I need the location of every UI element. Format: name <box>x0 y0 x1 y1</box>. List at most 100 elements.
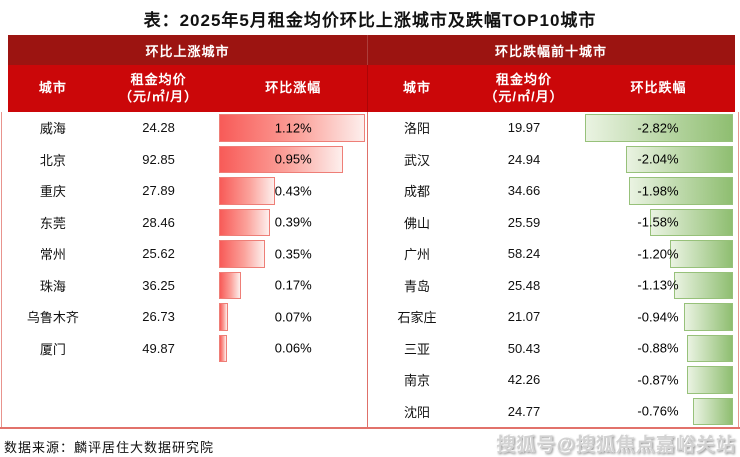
city-name: 青岛 <box>403 278 430 294</box>
table-row: 成都 34.66 -1.98% <box>368 175 734 207</box>
rent-price: 28.46 <box>142 214 175 230</box>
change-bar <box>687 334 733 362</box>
change-bar <box>693 397 733 425</box>
rent-price: 24.94 <box>507 151 541 167</box>
city-name: 石家庄 <box>397 310 437 326</box>
rise-table-rows: 威海 24.28 1.12% 北京 92.85 0.95% 重庆 27.89 0.43% 东莞 28… <box>8 112 368 427</box>
rise-column-headers: 城市 租金均价 （元/㎡/月） 环比涨幅 <box>8 65 368 112</box>
change-cell: 0.95% <box>219 144 367 176</box>
change-bar <box>219 334 228 362</box>
change-bar <box>219 145 344 173</box>
table-row: 洛阳 19.97 -2.82% <box>368 112 734 144</box>
change-cell: -0.94% <box>582 301 734 333</box>
change-cell: 0.39% <box>219 207 367 239</box>
change-cell: -1.13% <box>582 270 734 302</box>
col-header-fall-change: 环比跌幅 <box>630 80 687 96</box>
change-cell: 0.43% <box>219 175 367 207</box>
rent-price: 26.73 <box>142 309 175 325</box>
change-cell: 0.17% <box>219 270 367 302</box>
city-name: 武汉 <box>403 152 430 168</box>
rent-price: 27.89 <box>142 183 175 199</box>
table-row: 沈阳 24.77 -0.76% <box>368 396 734 428</box>
change-bar <box>674 271 733 299</box>
rent-price: 50.43 <box>507 340 541 356</box>
rent-price: 21.07 <box>507 309 541 325</box>
change-value: -2.04% <box>637 151 679 167</box>
change-value: -0.76% <box>637 403 679 419</box>
source-note: 数据来源：麟评居住大数据研究院 <box>4 440 215 455</box>
rent-price: 42.26 <box>507 372 541 388</box>
table-row: 乌鲁木齐 26.73 0.07% <box>8 301 367 333</box>
change-value: 0.35% <box>274 246 312 262</box>
table-row: 威海 24.28 1.12% <box>8 112 367 144</box>
table-row: 青岛 25.48 -1.13% <box>368 270 734 302</box>
rent-price: 25.59 <box>507 214 541 230</box>
change-value: 0.17% <box>274 277 312 293</box>
col-header-price: 租金均价 （元/㎡/月） <box>98 65 220 112</box>
city-name: 三亚 <box>403 341 430 357</box>
rent-price: 24.28 <box>142 120 175 136</box>
change-bar <box>650 208 733 236</box>
watermark: 搜狐号@搜狐焦点嘉峪关站 <box>496 435 736 456</box>
rent-price: 34.66 <box>507 183 541 199</box>
change-bar <box>219 208 271 236</box>
change-value: -0.88% <box>637 340 679 356</box>
table-row: 南京 42.26 -0.87% <box>368 364 734 396</box>
change-value: -1.98% <box>637 183 679 199</box>
change-value: 0.07% <box>274 309 312 325</box>
change-cell: -2.82% <box>582 112 734 144</box>
change-value: 1.12% <box>274 120 312 136</box>
city-name: 重庆 <box>39 184 66 200</box>
change-cell: -2.04% <box>582 144 734 176</box>
change-bar <box>219 240 266 268</box>
change-value: -1.20% <box>637 246 679 262</box>
change-bar <box>219 271 242 299</box>
change-cell: 0.35% <box>219 238 367 270</box>
col-header-city: 城市 <box>38 80 67 96</box>
rent-price: 24.77 <box>507 403 541 419</box>
rent-price: 25.62 <box>142 246 175 262</box>
col-header-price-line2: （元/㎡/月） <box>484 88 564 104</box>
change-cell: -0.88% <box>582 333 734 365</box>
change-cell: -1.20% <box>582 238 734 270</box>
change-bar <box>670 240 733 268</box>
table-row: 厦门 49.87 0.06% <box>8 333 367 365</box>
col-header-price: 租金均价 （元/㎡/月） <box>466 65 582 112</box>
city-name: 东莞 <box>39 215 66 231</box>
section-title-fall: 环比跌幅前十城市 <box>494 43 607 59</box>
change-value: -1.13% <box>637 277 679 293</box>
rent-price: 92.85 <box>142 151 175 167</box>
table-row: 北京 92.85 0.95% <box>8 144 367 176</box>
table-row: 东莞 28.46 0.39% <box>8 207 367 239</box>
change-cell: 0.06% <box>219 333 367 365</box>
table-row: 重庆 27.89 0.43% <box>8 175 367 207</box>
change-value: 0.06% <box>274 340 312 356</box>
change-bar <box>684 303 733 331</box>
rent-price: 36.25 <box>142 277 175 293</box>
table-row: 武汉 24.94 -2.04% <box>368 144 734 176</box>
table-body: 威海 24.28 1.12% 北京 92.85 0.95% 重庆 27.89 0.43% 东莞 28… <box>1 112 739 427</box>
change-value: 0.43% <box>274 183 312 199</box>
change-cell: -0.76% <box>582 396 734 428</box>
city-name: 佛山 <box>403 215 430 231</box>
rent-price: 25.48 <box>507 277 541 293</box>
change-bar <box>629 177 733 205</box>
city-name: 乌鲁木齐 <box>26 310 79 326</box>
change-value: -2.82% <box>637 120 679 136</box>
city-name: 广州 <box>403 247 430 263</box>
section-header-row: 环比上涨城市 环比跌幅前十城市 <box>8 35 735 65</box>
rent-price: 19.97 <box>507 120 541 136</box>
table-row: 广州 58.24 -1.20% <box>368 238 734 270</box>
change-cell: -1.98% <box>582 175 734 207</box>
table-bottom-border <box>0 427 740 429</box>
change-cell: 0.07% <box>219 301 367 333</box>
col-header-rise-change: 环比涨幅 <box>265 80 322 96</box>
change-bar <box>585 114 733 142</box>
city-name: 成都 <box>403 184 430 200</box>
col-header-city: 城市 <box>402 80 431 96</box>
fall-column-headers: 城市 租金均价 （元/㎡/月） 环比跌幅 <box>368 65 735 112</box>
city-name: 厦门 <box>39 341 66 357</box>
change-value: 0.95% <box>274 151 312 167</box>
city-name: 洛阳 <box>403 121 430 137</box>
